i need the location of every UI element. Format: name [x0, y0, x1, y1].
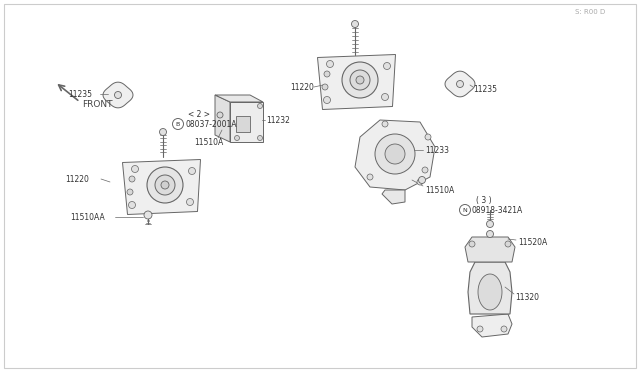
Polygon shape — [478, 274, 502, 310]
Circle shape — [501, 326, 507, 332]
Circle shape — [505, 241, 511, 247]
Circle shape — [342, 62, 378, 98]
Circle shape — [425, 134, 431, 140]
Polygon shape — [472, 314, 512, 337]
Text: 08918-3421A: 08918-3421A — [472, 205, 524, 215]
Circle shape — [144, 211, 152, 219]
Circle shape — [477, 326, 483, 332]
Circle shape — [186, 199, 193, 205]
Text: ( 3 ): ( 3 ) — [476, 196, 492, 205]
Circle shape — [155, 175, 175, 195]
Circle shape — [422, 167, 428, 173]
Circle shape — [127, 189, 133, 195]
Circle shape — [189, 167, 195, 174]
Circle shape — [351, 20, 358, 28]
Text: 08037-2001A: 08037-2001A — [185, 119, 237, 128]
Circle shape — [350, 70, 370, 90]
Text: 11220: 11220 — [290, 83, 314, 92]
Circle shape — [417, 179, 423, 185]
Circle shape — [419, 176, 426, 183]
Text: FRONT: FRONT — [82, 99, 113, 109]
Circle shape — [147, 167, 183, 203]
Circle shape — [129, 202, 136, 208]
Polygon shape — [236, 116, 250, 132]
Circle shape — [381, 93, 388, 100]
Text: 11232: 11232 — [266, 115, 290, 125]
Circle shape — [326, 61, 333, 67]
Circle shape — [323, 96, 330, 103]
Circle shape — [159, 128, 166, 135]
Text: 11320: 11320 — [515, 292, 539, 301]
Circle shape — [456, 80, 463, 87]
Polygon shape — [355, 120, 435, 190]
Polygon shape — [122, 160, 200, 215]
Polygon shape — [215, 95, 230, 142]
Text: 11520A: 11520A — [518, 237, 547, 247]
Circle shape — [322, 84, 328, 90]
Circle shape — [129, 176, 135, 182]
Text: 11510AA: 11510AA — [70, 212, 105, 221]
Text: 11220: 11220 — [65, 174, 89, 183]
Polygon shape — [465, 237, 515, 262]
Circle shape — [131, 166, 138, 173]
Text: 11233: 11233 — [425, 145, 449, 154]
Circle shape — [375, 134, 415, 174]
Circle shape — [486, 231, 493, 237]
Text: N: N — [463, 208, 467, 212]
Circle shape — [367, 174, 373, 180]
Polygon shape — [382, 190, 405, 204]
Circle shape — [161, 181, 169, 189]
Text: S: R00 D: S: R00 D — [575, 9, 605, 15]
Circle shape — [234, 135, 239, 141]
Polygon shape — [215, 95, 263, 102]
Text: 11235: 11235 — [473, 84, 497, 93]
Text: B: B — [176, 122, 180, 126]
Polygon shape — [230, 102, 263, 142]
Circle shape — [356, 76, 364, 84]
Polygon shape — [445, 71, 475, 97]
Polygon shape — [317, 55, 396, 109]
Text: 11510A: 11510A — [194, 138, 223, 147]
Circle shape — [257, 135, 262, 141]
Circle shape — [217, 112, 223, 118]
Circle shape — [324, 71, 330, 77]
Circle shape — [486, 221, 493, 228]
Polygon shape — [103, 82, 133, 108]
Circle shape — [382, 121, 388, 127]
Circle shape — [257, 103, 262, 109]
Circle shape — [383, 62, 390, 70]
Polygon shape — [468, 262, 512, 314]
Text: < 2 >: < 2 > — [188, 109, 210, 119]
Circle shape — [115, 92, 122, 99]
Text: 11235: 11235 — [68, 90, 92, 99]
Circle shape — [385, 144, 405, 164]
Circle shape — [469, 241, 475, 247]
Text: 11510A: 11510A — [425, 186, 454, 195]
